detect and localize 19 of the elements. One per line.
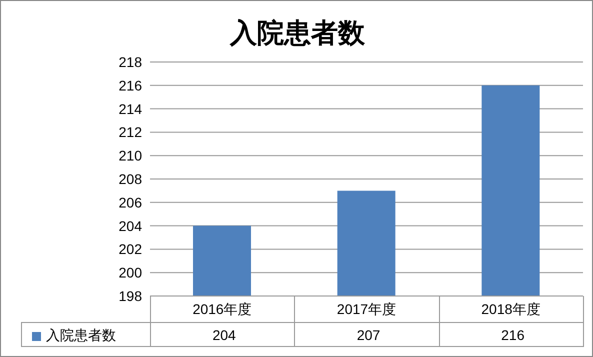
- data-label: 207: [356, 327, 382, 343]
- y-tick-label: 218: [118, 54, 142, 70]
- x-tick-label: 2018年度: [481, 300, 540, 317]
- y-tick-label: 208: [118, 170, 142, 187]
- x-tick-label: 2016年度: [192, 300, 252, 317]
- y-tick-label: 216: [118, 77, 142, 94]
- y-tick-label: 198: [118, 288, 142, 304]
- y-tick-label: 204: [118, 218, 142, 234]
- y-tick-label: 214: [118, 100, 142, 117]
- legend-label: 入院患者数: [46, 327, 116, 345]
- data-label: 204: [211, 327, 237, 343]
- y-tick-label: 206: [118, 194, 142, 210]
- y-tick-label: 202: [118, 241, 142, 258]
- chart-title: 入院患者数: [228, 17, 366, 50]
- x-tick-label: 2017年度: [336, 300, 396, 317]
- y-tick-label: 210: [118, 148, 142, 164]
- y-tick-label: 212: [118, 124, 142, 140]
- y-tick-label: 200: [118, 264, 142, 281]
- data-label: 216: [500, 327, 526, 343]
